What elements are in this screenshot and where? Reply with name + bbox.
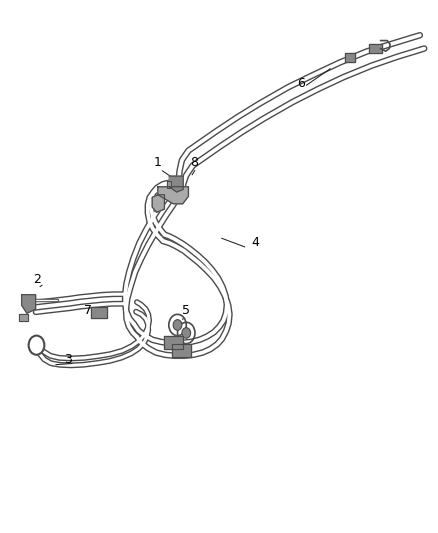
Polygon shape	[345, 53, 356, 62]
Polygon shape	[19, 314, 28, 321]
Polygon shape	[21, 295, 35, 313]
Polygon shape	[91, 307, 107, 318]
Text: 4: 4	[252, 236, 260, 249]
Text: 3: 3	[64, 353, 72, 366]
Text: 7: 7	[84, 304, 92, 317]
Text: 1: 1	[153, 156, 161, 169]
Text: 6: 6	[297, 77, 305, 90]
Text: 8: 8	[191, 156, 198, 169]
Polygon shape	[169, 176, 183, 192]
Polygon shape	[158, 187, 188, 204]
Polygon shape	[172, 344, 191, 357]
Circle shape	[28, 336, 44, 355]
Polygon shape	[152, 195, 164, 212]
Text: 5: 5	[182, 304, 190, 317]
Circle shape	[182, 328, 191, 338]
Circle shape	[173, 320, 182, 330]
Polygon shape	[166, 181, 171, 188]
Text: 2: 2	[33, 273, 41, 286]
Polygon shape	[163, 336, 183, 349]
Polygon shape	[369, 44, 382, 53]
